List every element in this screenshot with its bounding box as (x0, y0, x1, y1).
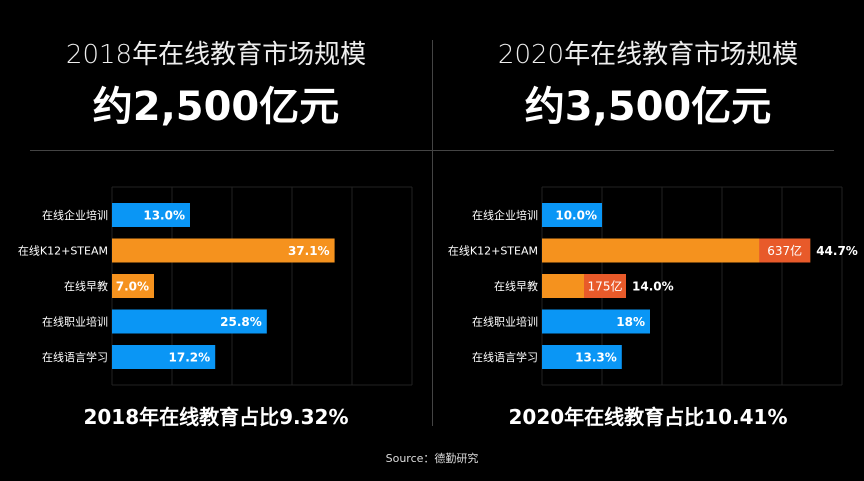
bar (112, 345, 216, 369)
chart-2018: 在线企业培训 13.0% 在线K12+STEAM 37.1% 在线早教 7.0% 在线职业培… (18, 186, 413, 386)
panel-2020-market-size: 约3,500亿元 (524, 84, 772, 130)
bar-increment (584, 274, 626, 298)
source-note: Source：德勤研究 (385, 452, 479, 465)
panel-2018-title: 2018年在线教育市场规模 (65, 40, 367, 70)
category-label: 在线早教 (494, 279, 538, 293)
value-label: 18% (616, 315, 645, 329)
category-label: 在线职业培训 (472, 315, 538, 329)
vertical-divider (432, 40, 433, 426)
value-label: 7.0% (116, 280, 149, 294)
increment-label: 175亿 (588, 279, 623, 294)
bar (542, 309, 650, 334)
category-label: 在线语言学习 (472, 350, 538, 364)
bar (542, 345, 622, 369)
category-label: 在线企业培训 (472, 208, 538, 222)
value-label: 25.8% (220, 315, 262, 329)
bar-increment (759, 238, 811, 263)
increment-label: 637亿 (767, 243, 802, 258)
category-label: 在线企业培训 (42, 208, 108, 222)
value-label: 14.0% (632, 280, 674, 294)
charts: 在线企业培训 13.0% 在线K12+STEAM 37.1% 在线早教 7.0% 在线职业培… (18, 186, 858, 386)
panel-2020-title: 2020年在线教育市场规模 (497, 40, 799, 70)
value-label: 37.1% (288, 244, 330, 258)
category-label: 在线早教 (64, 279, 108, 293)
value-label: 44.7% (816, 244, 858, 258)
value-label: 17.2% (169, 351, 211, 365)
value-label: 13.3% (575, 351, 617, 365)
bar (112, 309, 267, 334)
category-label: 在线语言学习 (42, 350, 108, 364)
panel-2018-share: 2018年在线教育占比9.32% (83, 405, 349, 429)
panel-2020-share: 2020年在线教育占比10.41% (508, 405, 788, 429)
bar (112, 274, 154, 298)
value-label: 10.0% (555, 209, 597, 223)
bar (542, 203, 602, 227)
panel-2018-market-size: 约2,500亿元 (92, 84, 340, 130)
chart-2020: 在线企业培训 10.0% 在线K12+STEAM 637亿 44.7% 在线早教 175亿 1… (448, 186, 858, 386)
value-label: 13.0% (143, 209, 185, 223)
bar (112, 203, 190, 227)
bar (112, 238, 335, 263)
category-label: 在线K12+STEAM (448, 244, 538, 258)
category-label: 在线K12+STEAM (18, 244, 108, 258)
category-label: 在线职业培训 (42, 315, 108, 329)
